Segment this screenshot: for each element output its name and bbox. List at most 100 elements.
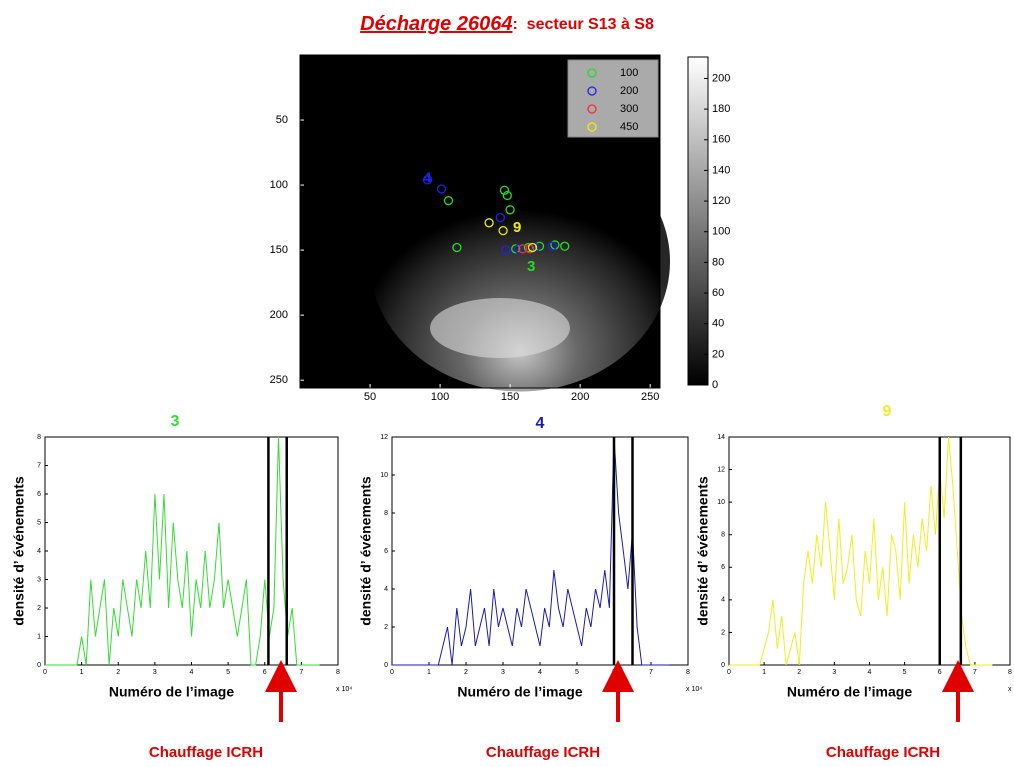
y-axis-label: densité d’ événements xyxy=(358,476,374,626)
chart-title: 9 xyxy=(883,403,892,420)
y-tick-label: 200 xyxy=(270,309,288,321)
x-tick-label: 7 xyxy=(649,669,653,676)
x-tick-label: 6 xyxy=(263,669,267,676)
y-tick-label: 8 xyxy=(384,510,388,517)
scatter-point xyxy=(495,212,505,223)
colorbar-tick-label: 20 xyxy=(712,348,724,360)
scatter-point xyxy=(530,242,540,253)
x-tick-label: 1 xyxy=(80,669,84,676)
x-tick-label: 5 xyxy=(575,669,579,676)
x-tick-label: 8 xyxy=(336,669,340,676)
y-tick-label: 3 xyxy=(37,576,41,583)
data-line xyxy=(729,436,993,666)
scatter-point xyxy=(513,244,524,254)
chart-title: 3 xyxy=(171,413,180,430)
x-tick-label: 5 xyxy=(903,669,907,676)
y-tick-label: 8 xyxy=(721,532,725,539)
legend-marker xyxy=(587,122,597,132)
title-main: Décharge 26064 xyxy=(360,13,512,35)
colorbar-tick-label: 0 xyxy=(712,379,718,391)
legend-box xyxy=(567,59,659,138)
legend-marker xyxy=(587,86,597,96)
colorbar-tick-label: 120 xyxy=(712,195,730,207)
colorbar-tick-label: 200 xyxy=(712,72,730,84)
x-tick-label: 0 xyxy=(43,669,47,676)
scatter-point xyxy=(547,241,557,251)
y-tick-label: 7 xyxy=(37,462,41,469)
legend-label: 300 xyxy=(620,103,638,115)
legend-marker xyxy=(587,104,597,114)
scatter-point xyxy=(452,242,462,253)
offset-text: x 10⁴ xyxy=(686,686,702,693)
scatter-point xyxy=(436,184,447,194)
y-tick-label: 4 xyxy=(721,597,725,604)
y-tick-label: 2 xyxy=(721,629,725,636)
chart-title: 4 xyxy=(536,415,545,432)
x-tick-label: 7 xyxy=(973,669,977,676)
offset-text: x 10⁴ xyxy=(336,686,352,693)
scatter-point xyxy=(501,245,511,255)
x-tick-label: 3 xyxy=(832,669,836,676)
colorbar-tick-label: 140 xyxy=(712,164,730,176)
y-tick-label: 0 xyxy=(384,662,388,669)
x-tick-label: 4 xyxy=(868,669,872,676)
colorbar-tick-label: 100 xyxy=(712,226,730,238)
x-tick-label: 0 xyxy=(390,669,394,676)
y-tick-label: 6 xyxy=(384,548,388,555)
scatter-point xyxy=(505,205,515,215)
x-tick-label: 8 xyxy=(686,669,690,676)
x-tick-label: 7 xyxy=(299,669,303,676)
x-tick-label: 2 xyxy=(797,669,801,676)
x-tick-label: 4 xyxy=(190,669,194,676)
annotation: Chauffage ICRH xyxy=(486,744,600,761)
point-label: 9 xyxy=(513,219,521,236)
legend-label: 200 xyxy=(620,85,638,97)
x-tick-label: 1 xyxy=(762,669,766,676)
point-label: 3 xyxy=(527,258,535,275)
x-tick-label: 1 xyxy=(427,669,431,676)
y-tick-label: 0 xyxy=(721,662,725,669)
y-tick-label: 6 xyxy=(721,564,725,571)
y-tick-label: 10 xyxy=(717,499,725,506)
y-tick-label: 1 xyxy=(37,633,41,640)
x-tick-label: 150 xyxy=(501,391,519,403)
x-tick-label: 2 xyxy=(116,669,120,676)
scatter-point xyxy=(484,218,494,228)
page-title: Décharge 26064: secteur S13 à S8 xyxy=(360,13,654,35)
x-tick-label: 2 xyxy=(464,669,468,676)
y-tick-label: 6 xyxy=(37,491,41,498)
colorbar-tick-label: 60 xyxy=(712,287,724,299)
x-tick-label: 50 xyxy=(364,391,376,403)
x-tick-label: 6 xyxy=(612,669,616,676)
annotation: Chauffage ICRH xyxy=(826,744,940,761)
frame xyxy=(299,54,661,389)
scatter-point xyxy=(498,225,508,236)
y-tick-label: 12 xyxy=(717,466,725,473)
legend-label: 100 xyxy=(620,67,638,79)
x-tick-label: 0 xyxy=(727,669,731,676)
y-tick-label: 14 xyxy=(717,434,725,441)
y-tick-label: 5 xyxy=(37,519,41,526)
x-tick-label: 6 xyxy=(938,669,942,676)
y-tick-label: 4 xyxy=(384,586,388,593)
y-tick-label: 4 xyxy=(37,548,41,555)
scatter-point xyxy=(534,241,545,251)
x-tick-label: 5 xyxy=(226,669,230,676)
colorbar-tick-label: 180 xyxy=(712,103,730,115)
x-tick-label: 200 xyxy=(571,391,589,403)
x-tick-label: 8 xyxy=(1008,669,1012,676)
scatter-point xyxy=(499,185,510,195)
x-axis-label: Numéro de l’image xyxy=(787,684,912,700)
scatter-point xyxy=(527,242,538,253)
offset-text: x 10⁴ xyxy=(1008,686,1014,693)
y-tick-label: 100 xyxy=(270,179,288,191)
y-tick-label: 10 xyxy=(380,472,388,479)
plot-area xyxy=(391,436,689,666)
y-tick-label: 12 xyxy=(380,434,388,441)
y-axis-label: densité d’ événements xyxy=(695,476,711,626)
colorbar-tick-label: 80 xyxy=(712,256,724,268)
scatter-point xyxy=(422,175,433,185)
x-axis-label: Numéro de l’image xyxy=(457,684,582,700)
x-tick-label: 3 xyxy=(153,669,157,676)
x-tick-label: 3 xyxy=(501,669,505,676)
